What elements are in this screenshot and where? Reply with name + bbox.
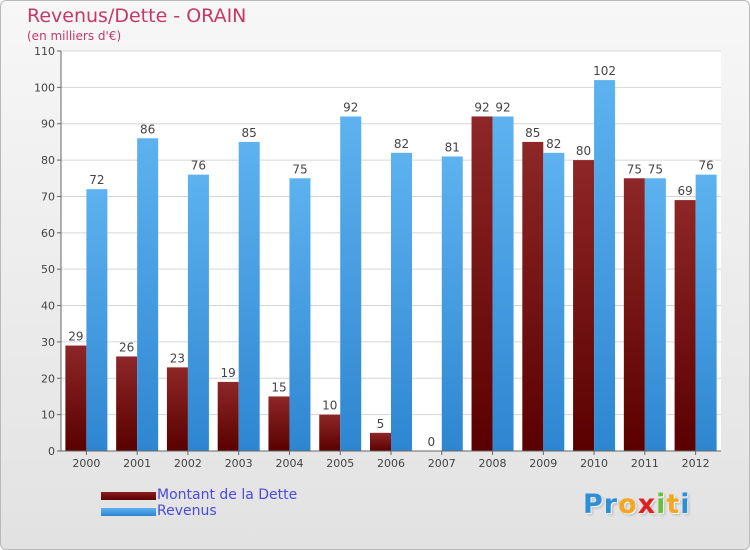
- data-label-dette: 26: [119, 340, 134, 354]
- data-label-revenus: 76: [698, 159, 713, 173]
- x-tick-label: 2009: [529, 457, 557, 470]
- logo-letter: x: [637, 489, 657, 520]
- bar-dette: [268, 396, 290, 451]
- logo-letter: o: [618, 489, 638, 520]
- bar-revenus: [594, 80, 616, 451]
- bar-dette: [623, 178, 645, 452]
- data-label-revenus: 92: [495, 100, 510, 114]
- y-tick-label: 10: [41, 409, 55, 422]
- y-tick-label: 60: [41, 227, 55, 240]
- proxiti-logo: Proxiti: [583, 489, 691, 520]
- x-tick-label: 2006: [377, 457, 405, 470]
- x-tick-label: 2007: [428, 457, 456, 470]
- y-tick-label: 0: [48, 445, 55, 458]
- bar-dette: [674, 200, 696, 451]
- bar-dette: [573, 160, 595, 451]
- logo-letter: i: [680, 489, 691, 520]
- legend-label-revenus: Revenus: [157, 503, 217, 519]
- data-label-revenus: 82: [394, 137, 409, 151]
- chart-subtitle: (en milliers d'€): [27, 29, 122, 43]
- data-label-dette: 92: [474, 100, 489, 114]
- logo-letter: P: [583, 489, 604, 520]
- y-tick-label: 40: [41, 300, 55, 313]
- logo-letter: t: [666, 489, 681, 520]
- bar-revenus: [492, 116, 514, 452]
- data-label-revenus: 86: [140, 122, 155, 136]
- data-label-dette: 0: [427, 435, 435, 449]
- bar-revenus: [187, 174, 209, 452]
- bar-dette: [166, 367, 188, 451]
- data-label-revenus: 72: [89, 173, 104, 187]
- data-label-revenus: 92: [343, 100, 358, 114]
- y-tick-label: 90: [41, 118, 55, 131]
- x-tick-label: 2003: [225, 457, 253, 470]
- data-label-dette: 19: [221, 366, 236, 380]
- x-tick-label: 2001: [123, 457, 151, 470]
- legend-label-dette: Montant de la Dette: [157, 487, 298, 503]
- data-label-dette: 69: [677, 184, 692, 198]
- bar-dette: [471, 116, 493, 452]
- x-tick-label: 2005: [326, 457, 354, 470]
- y-tick-label: 100: [34, 81, 55, 94]
- data-label-revenus: 75: [648, 162, 663, 176]
- bar-revenus: [137, 138, 159, 452]
- bar-revenus: [289, 178, 311, 452]
- chart-title: Revenus/Dette - ORAIN: [27, 5, 247, 27]
- bar-revenus: [441, 156, 463, 452]
- data-label-revenus: 76: [191, 159, 206, 173]
- x-tick-label: 2004: [275, 457, 303, 470]
- y-tick-label: 80: [41, 154, 55, 167]
- data-label-dette: 15: [271, 380, 286, 394]
- x-tick-label: 2012: [682, 457, 710, 470]
- bar-dette: [116, 356, 138, 451]
- y-tick-label: 110: [34, 45, 55, 58]
- bar-dette: [370, 432, 391, 451]
- data-label-dette: 29: [68, 330, 83, 344]
- y-tick-label: 50: [41, 263, 55, 276]
- data-label-dette: 80: [576, 144, 591, 158]
- bar-revenus: [238, 141, 260, 451]
- bar-dette: [65, 345, 87, 451]
- bar-dette: [217, 381, 239, 451]
- data-label-revenus: 75: [292, 162, 307, 176]
- data-label-revenus: 102: [593, 64, 616, 78]
- data-label-revenus: 85: [242, 126, 257, 140]
- data-label-dette: 10: [322, 399, 337, 413]
- data-label-dette: 5: [377, 417, 385, 431]
- legend-swatch-dette: [101, 492, 156, 500]
- x-tick-label: 2000: [72, 457, 100, 470]
- data-label-revenus: 81: [445, 140, 460, 154]
- logo-letter: i: [656, 489, 667, 520]
- data-label-dette: 23: [170, 351, 185, 365]
- y-tick-label: 20: [41, 372, 55, 385]
- x-tick-label: 2010: [580, 457, 608, 470]
- data-label-dette: 85: [525, 126, 540, 140]
- bar-revenus: [543, 152, 565, 451]
- bar-revenus: [340, 116, 362, 452]
- bar-revenus: [391, 152, 412, 451]
- bar-dette: [522, 141, 544, 451]
- bar-revenus: [644, 178, 666, 452]
- y-tick-label: 70: [41, 190, 55, 203]
- legend-swatch-revenus: [101, 508, 156, 516]
- y-tick-label: 30: [41, 336, 55, 349]
- x-tick-label: 2002: [174, 457, 202, 470]
- data-label-dette: 75: [627, 162, 642, 176]
- bar-revenus: [86, 189, 108, 451]
- bar-revenus: [695, 174, 717, 452]
- bar-dette: [319, 414, 341, 451]
- x-tick-label: 2008: [479, 457, 507, 470]
- x-tick-label: 2011: [631, 457, 659, 470]
- data-label-revenus: 82: [546, 137, 561, 151]
- logo-letter: r: [603, 489, 619, 520]
